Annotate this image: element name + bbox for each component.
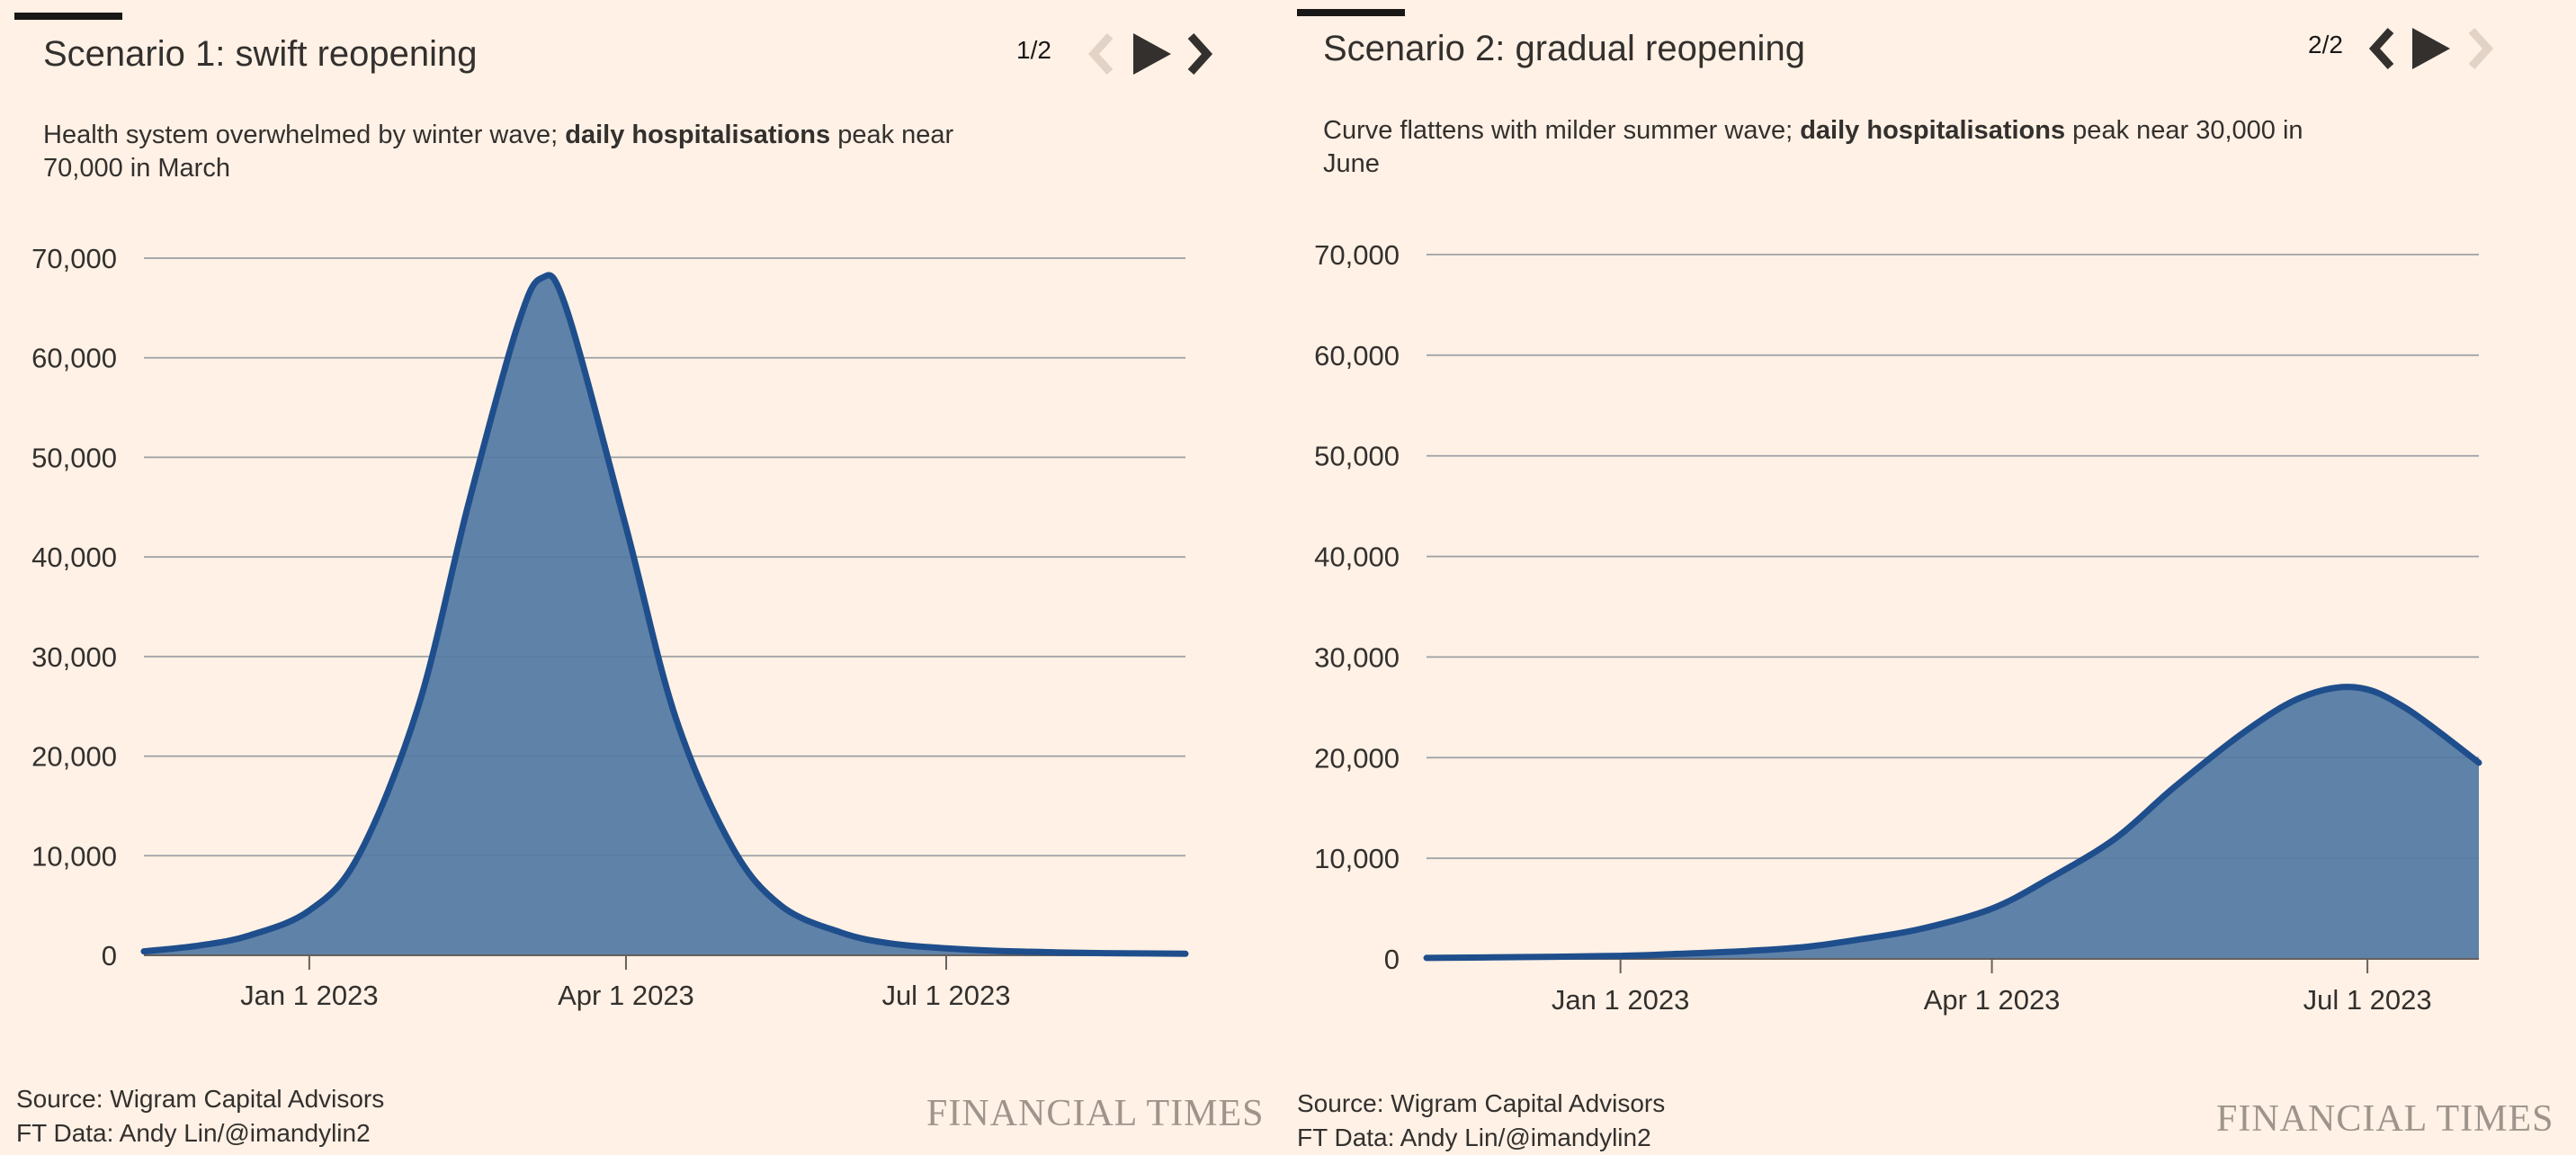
prev-button[interactable]: [1079, 27, 1126, 81]
hospitalisations-line: [1423, 684, 2482, 962]
y-tick-label: 0: [102, 940, 117, 971]
x-tick-label: Jan 1 2023: [1552, 984, 1689, 1016]
slide-navigation: 2/2: [2308, 22, 2524, 76]
hospitalisations-chart-scenario-2: 0 10,000 20,000 30,000 40,000 50,000 60,000 70,…: [1314, 239, 2482, 1016]
chart-panel-2: Scenario 2: gradual reopening Curve flat…: [1283, 0, 2560, 1155]
y-tick-label: 10,000: [31, 840, 117, 872]
y-tick-label: 30,000: [31, 641, 117, 673]
y-tick-label: 20,000: [31, 741, 117, 773]
y-tick-label: 0: [1384, 944, 1400, 975]
y-tick-label: 70,000: [31, 243, 117, 274]
source-note: Source: Wigram Capital Advisors FT Data:…: [1297, 1087, 1665, 1155]
next-button[interactable]: [2461, 22, 2500, 76]
ft-logo: FINANCIAL TIMES: [2216, 1098, 2554, 1140]
prev-button[interactable]: [2364, 22, 2403, 76]
subtitle-bold-text: daily hospitalisations: [1800, 116, 2066, 145]
y-tick-label: 10,000: [1314, 843, 1400, 874]
x-tick-label: Apr 1 2023: [1924, 984, 2061, 1016]
subtitle-text: Curve flattens with milder summer wave;: [1323, 116, 1801, 145]
source-line: Source: Wigram Capital Advisors: [1297, 1089, 1666, 1117]
source-note: Source: Wigram Capital Advisors FT Data:…: [16, 1082, 384, 1151]
credit-line: FT Data: Andy Lin/@imandylin2: [1297, 1124, 1651, 1151]
x-tick-label: Jul 1 2023: [881, 980, 1010, 1011]
x-tick-label: Jul 1 2023: [2303, 984, 2432, 1016]
y-tick-label: 50,000: [1314, 441, 1400, 472]
hospitalisations-area: [144, 274, 1185, 956]
y-tick-label: 60,000: [1314, 340, 1400, 372]
hospitalisations-chart-scenario-1: 0 10,000 20,000 30,000 40,000 50,000 60,000 70,…: [31, 243, 1189, 1011]
subtitle-bold-text: daily hospitalisations: [565, 121, 831, 149]
panel-title: Scenario 2: gradual reopening: [1323, 29, 1805, 68]
x-tick-label: Apr 1 2023: [558, 980, 694, 1011]
hospitalisations-line: [140, 272, 1189, 957]
top-accent-bar: [1297, 9, 1405, 16]
panel-title: Scenario 1: swift reopening: [43, 34, 478, 74]
chart-panel-1: Scenario 1: swift reopening Health syste…: [0, 0, 1277, 1155]
y-tick-label: 70,000: [1314, 239, 1400, 271]
play-button[interactable]: [1128, 27, 1175, 81]
slide-navigation: 1/2: [1016, 27, 1232, 81]
panel-subtitle: Curve flattens with milder summer wave; …: [1323, 114, 2312, 181]
top-accent-bar: [14, 13, 122, 20]
chevron-left-icon: [1087, 32, 1114, 76]
source-line: Source: Wigram Capital Advisors: [16, 1085, 385, 1113]
chevron-right-icon: [2468, 27, 2494, 70]
subtitle-text: Health system overwhelmed by winter wave…: [43, 121, 566, 149]
y-tick-label: 20,000: [1314, 742, 1400, 774]
y-tick-label: 40,000: [31, 542, 117, 573]
next-button[interactable]: [1180, 27, 1220, 81]
y-tick-label: 60,000: [31, 343, 117, 374]
play-icon: [2412, 28, 2450, 69]
play-button[interactable]: [2407, 22, 2454, 76]
credit-line: FT Data: Andy Lin/@imandylin2: [16, 1119, 371, 1147]
slide-counter: 2/2: [2308, 31, 2343, 58]
ft-logo: FINANCIAL TIMES: [926, 1093, 1265, 1134]
x-tick-label: Jan 1 2023: [240, 980, 378, 1011]
y-tick-label: 40,000: [1314, 542, 1400, 573]
subtitle-text-end: peak near 70,000 in March: [43, 121, 954, 183]
chevron-left-icon: [2368, 27, 2394, 70]
panel-subtitle: Health system overwhelmed by winter wave…: [43, 119, 1033, 185]
y-tick-label: 50,000: [31, 442, 117, 473]
play-icon: [1133, 33, 1171, 75]
subtitle-text-end: peak near 30,000 in June: [1323, 116, 2303, 178]
slide-counter: 1/2: [1016, 36, 1051, 64]
y-tick-label: 30,000: [1314, 641, 1400, 673]
chevron-right-icon: [1187, 32, 1213, 76]
